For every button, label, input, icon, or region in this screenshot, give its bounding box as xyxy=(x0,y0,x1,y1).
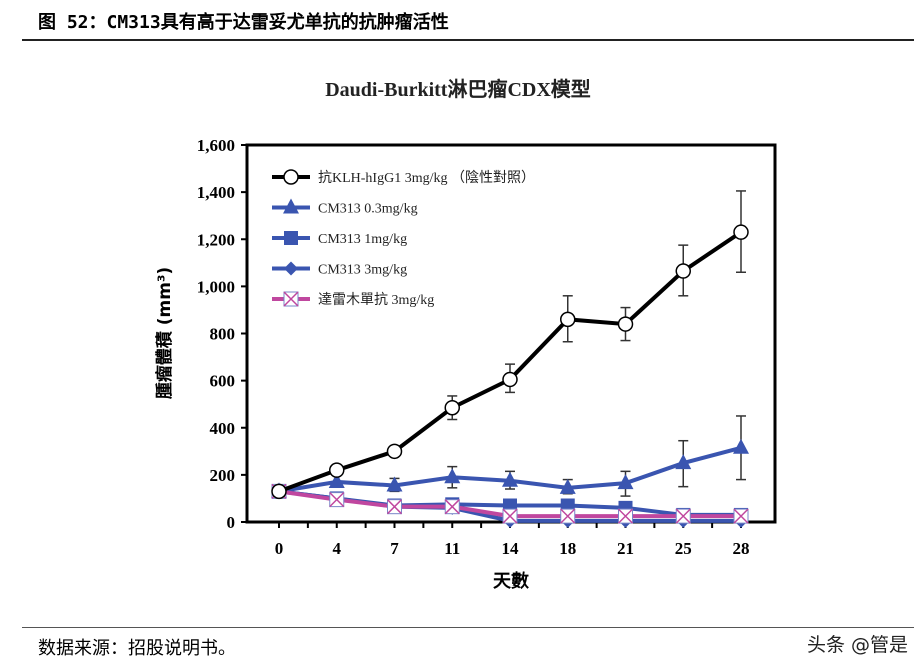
series-1-point xyxy=(502,471,518,487)
legend-label-3: CM313 3mg/kg xyxy=(318,263,407,278)
series-4-point xyxy=(329,492,345,508)
series-4-point xyxy=(675,508,691,524)
legend-marker-2 xyxy=(284,231,298,245)
series-0-point xyxy=(444,399,460,416)
y-tick-label: 800 xyxy=(210,325,236,344)
y-tick-label: 0 xyxy=(227,513,236,532)
y-tick-label: 1,200 xyxy=(197,230,235,249)
series-4-point xyxy=(386,499,403,515)
x-tick-label: 4 xyxy=(333,539,342,558)
series-4-point-cross xyxy=(444,499,460,515)
series-0-point xyxy=(617,316,634,332)
legend-label-0: 抗KLH-hIgG1 3mg/kg （陰性對照） xyxy=(318,170,535,186)
series-0-point xyxy=(560,311,576,328)
series-4-point-cross xyxy=(560,508,576,524)
x-tick-label: 0 xyxy=(275,539,284,558)
series-0-point xyxy=(386,443,403,460)
series-4-point-cross xyxy=(617,508,634,524)
y-axis-label: 腫瘤體積 (mm³) xyxy=(154,267,175,399)
x-tick-label: 21 xyxy=(617,539,634,558)
x-tick-label: 18 xyxy=(559,539,576,558)
series-4-point xyxy=(502,508,518,524)
series-1-point xyxy=(386,476,403,492)
x-tick-label: 11 xyxy=(444,539,460,558)
series-0-point xyxy=(271,483,287,500)
series-4-point-cross xyxy=(733,508,749,524)
series-0-point xyxy=(502,371,518,388)
bottom-rule xyxy=(22,627,914,628)
series-1-point xyxy=(733,438,749,454)
series-0-point xyxy=(675,263,691,279)
y-tick-label: 200 xyxy=(210,466,236,485)
x-tick-label: 28 xyxy=(733,539,750,558)
series-4-point xyxy=(733,508,749,524)
legend-marker-3 xyxy=(284,261,298,276)
series-4-point xyxy=(617,508,634,524)
series-0-point xyxy=(733,224,749,240)
series-4-point-cross xyxy=(386,499,403,515)
legend-label-4: 達雷木單抗 3mg/kg xyxy=(318,292,434,308)
x-tick-label: 7 xyxy=(390,539,399,558)
figure-title: 图 52：CM313具有高于达雷妥尤单抗的抗肿瘤活性 xyxy=(38,12,449,33)
series-4-point xyxy=(444,499,460,515)
series-4-point-cross xyxy=(329,492,345,508)
series-1-point xyxy=(444,468,461,484)
y-tick-label: 600 xyxy=(210,372,236,391)
legend-marker-1 xyxy=(283,198,299,214)
top-rule xyxy=(22,39,914,41)
series-4-point-cross xyxy=(502,508,518,524)
y-tick-label: 400 xyxy=(210,419,236,438)
legend-marker-4-cross xyxy=(283,291,299,307)
legend-marker-0 xyxy=(283,169,299,185)
x-tick-label: 25 xyxy=(675,539,692,558)
y-tick-label: 1,000 xyxy=(197,277,235,296)
series-1-point xyxy=(328,472,345,488)
series-4-point-cross xyxy=(675,508,691,524)
series-1-point xyxy=(617,474,634,490)
legend-marker-4 xyxy=(283,291,299,307)
legend-label-2: CM313 1mg/kg xyxy=(318,232,407,247)
x-tick-label: 14 xyxy=(502,539,520,558)
x-axis-label: 天數 xyxy=(493,571,529,592)
series-1-point xyxy=(675,454,692,470)
series-1-point xyxy=(559,478,576,494)
chart-title: Daudi-Burkitt淋巴瘤CDX模型 xyxy=(325,77,591,101)
legend-label-1: CM313 0.3mg/kg xyxy=(318,202,418,217)
series-0-point xyxy=(329,462,345,478)
y-tick-label: 1,600 xyxy=(197,136,235,155)
series-4-point xyxy=(560,508,576,524)
y-tick-label: 1,400 xyxy=(197,183,235,202)
source-note: 数据来源：招股说明书。 xyxy=(38,638,236,659)
watermark: 头条 @管是 xyxy=(806,634,908,656)
